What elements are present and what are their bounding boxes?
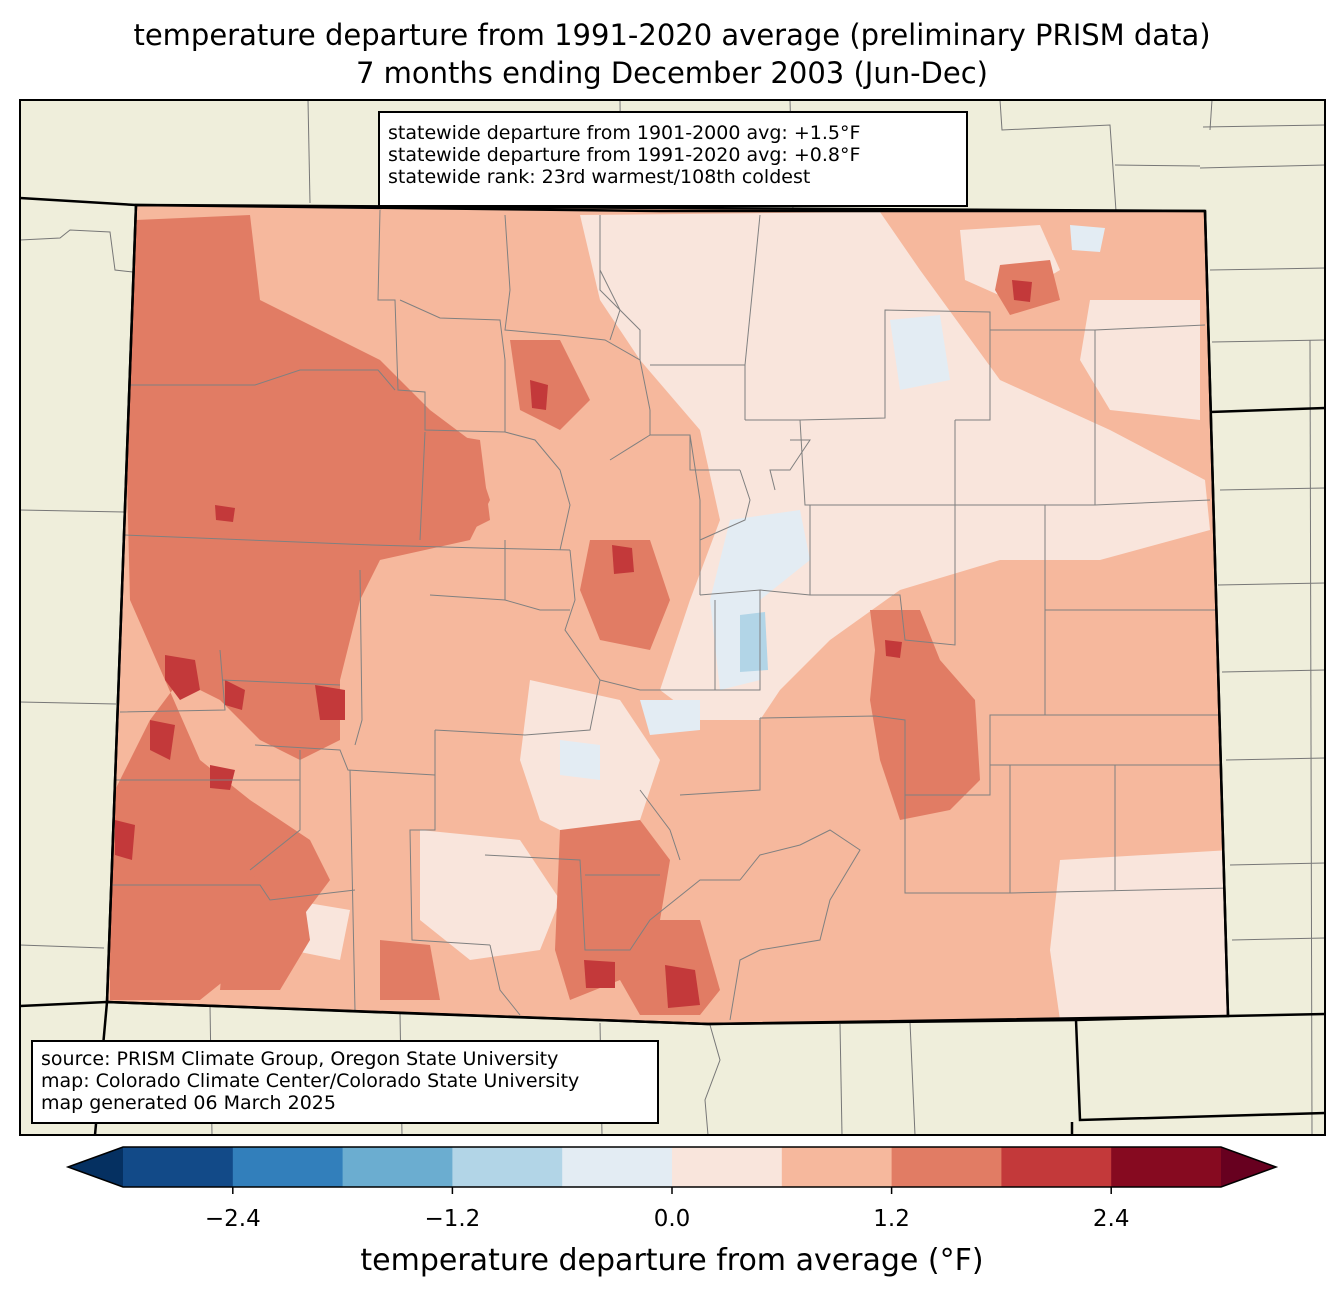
source-line: source: PRISM Climate Group, Oregon Stat… bbox=[41, 1048, 559, 1070]
colorbar-segment bbox=[1111, 1147, 1222, 1187]
colorbar-tick-label: −2.4 bbox=[204, 1206, 261, 1232]
colorbar-segments bbox=[123, 1147, 1222, 1187]
map-credit-line: map: Colorado Climate Center/Colorado St… bbox=[41, 1070, 580, 1092]
colorbar-segment bbox=[232, 1147, 344, 1187]
statewide-stats-box: statewide departure from 1901-2000 avg: … bbox=[378, 111, 968, 207]
map-frame bbox=[19, 99, 1326, 1136]
colorbar-segment bbox=[781, 1147, 893, 1187]
colorbar-outline bbox=[65, 1146, 1279, 1188]
colorbar-ticks bbox=[232, 1187, 1112, 1194]
colorado-outline bbox=[105, 203, 1230, 1026]
colorbar-segment bbox=[891, 1147, 1002, 1187]
colorbar-tick-label: 0.0 bbox=[653, 1206, 691, 1232]
county-boundaries bbox=[112, 209, 1228, 1021]
map-title: temperature departure from 1991-2020 ave… bbox=[133, 18, 1211, 52]
colorbar-segment bbox=[1001, 1147, 1112, 1187]
colorbar-over-arrow bbox=[1221, 1147, 1276, 1187]
map-subtitle: 7 months ending December 2003 (Jun-Dec) bbox=[356, 56, 988, 90]
colorbar-segment bbox=[123, 1147, 234, 1187]
stats-rank: statewide rank: 23rd warmest/108th colde… bbox=[388, 166, 811, 188]
colorbar-segment bbox=[562, 1147, 673, 1187]
colorbar-tick-label: −1.2 bbox=[424, 1206, 481, 1232]
temperature-field bbox=[107, 205, 1228, 1024]
stats-departure-1901-2000: statewide departure from 1901-2000 avg: … bbox=[388, 122, 861, 144]
colorbar-segment bbox=[452, 1147, 563, 1187]
source-attribution-box: source: PRISM Climate Group, Oregon Stat… bbox=[31, 1040, 659, 1124]
colorbar-tick-label: 1.2 bbox=[873, 1206, 910, 1232]
stats-departure-1991-2020: statewide departure from 1991-2020 avg: … bbox=[388, 144, 861, 166]
colorbar-segment bbox=[342, 1147, 453, 1187]
generated-date-line: map generated 06 March 2025 bbox=[41, 1092, 336, 1114]
colorbar-under-arrow bbox=[68, 1147, 123, 1187]
colorbar-label: temperature departure from average (°F) bbox=[360, 1243, 984, 1278]
colorbar-segment bbox=[672, 1147, 783, 1187]
colorbar-tick-label: 2.4 bbox=[1092, 1206, 1130, 1232]
